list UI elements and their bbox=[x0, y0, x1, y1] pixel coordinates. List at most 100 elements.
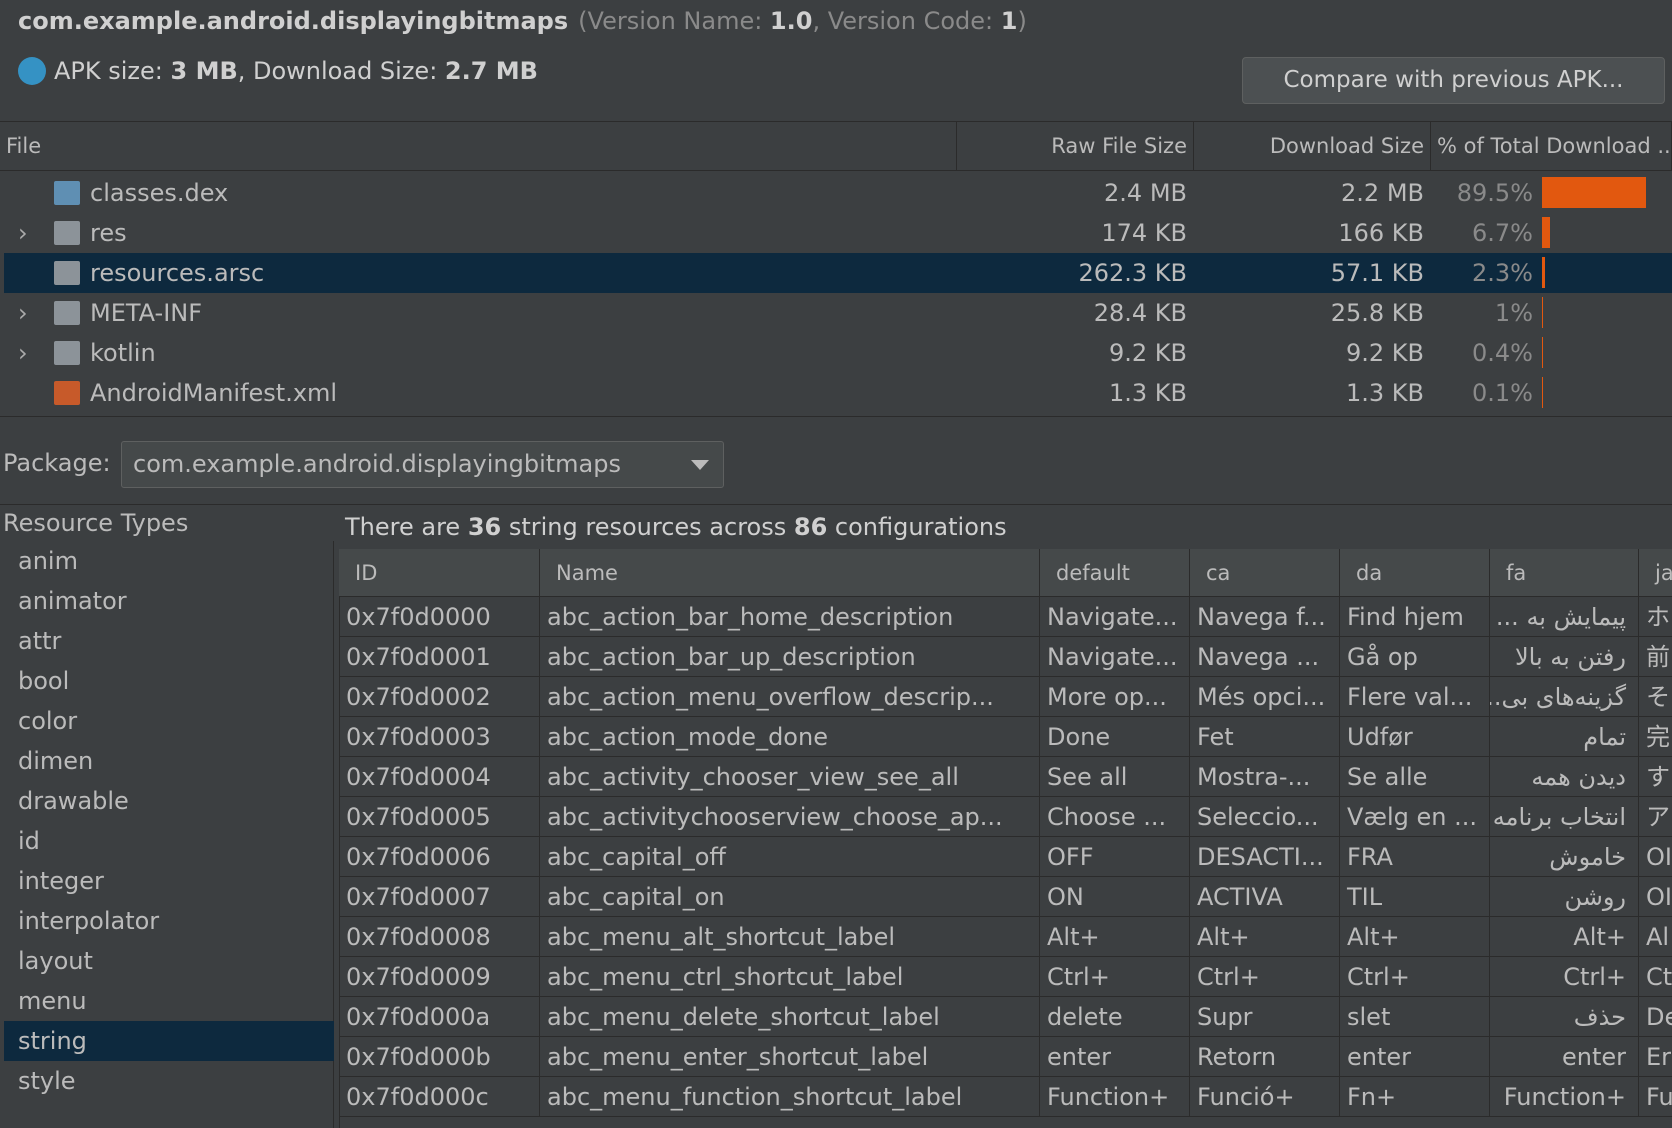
resource-type[interactable]: color bbox=[18, 707, 78, 735]
compare-button[interactable]: Compare with previous APK... bbox=[1242, 57, 1665, 104]
column-header: ca bbox=[1190, 549, 1340, 597]
row-line bbox=[339, 836, 1672, 837]
package-dropdown[interactable]: com.example.android.displayingbitmaps bbox=[121, 441, 724, 488]
cell: More op... bbox=[1040, 677, 1190, 717]
file-name: META-INF bbox=[90, 299, 203, 327]
resource-type[interactable]: id bbox=[18, 827, 40, 855]
cell: Alt+ bbox=[1490, 917, 1639, 957]
column-header: ja bbox=[1639, 549, 1672, 597]
divider bbox=[0, 504, 1672, 505]
package-label: Package: bbox=[3, 449, 111, 477]
cell: Flere val... bbox=[1340, 677, 1490, 717]
cell: enter bbox=[1490, 1037, 1639, 1077]
cell: abc_menu_ctrl_shortcut_label bbox=[540, 957, 1040, 997]
cell: Function+ bbox=[1040, 1077, 1190, 1117]
cell: خاموش bbox=[1490, 837, 1639, 877]
resource-type[interactable]: anim bbox=[18, 547, 78, 575]
row-line bbox=[339, 1036, 1672, 1037]
row-line bbox=[339, 1076, 1672, 1077]
row-line bbox=[339, 796, 1672, 797]
expand-arrow: › bbox=[18, 339, 28, 367]
cell: Ct bbox=[1639, 957, 1672, 997]
cell: 0x7f0d0004 bbox=[339, 757, 540, 797]
cell: گزینه‌های بی... bbox=[1490, 677, 1639, 717]
cell: Er bbox=[1639, 1037, 1672, 1077]
resource-type[interactable]: bool bbox=[18, 667, 70, 695]
raw-size: 2.4 MB bbox=[1104, 179, 1187, 207]
download-size: 57.1 KB bbox=[1330, 259, 1424, 287]
cell: Se alle bbox=[1340, 757, 1490, 797]
download-size: 2.2 MB bbox=[1341, 179, 1424, 207]
cell: す bbox=[1639, 757, 1672, 797]
file-icon bbox=[54, 381, 80, 405]
cell: Done bbox=[1040, 717, 1190, 757]
cell: Retorn bbox=[1190, 1037, 1340, 1077]
file-name: kotlin bbox=[90, 339, 156, 367]
text: ) bbox=[1017, 7, 1027, 35]
selection-highlight bbox=[4, 1021, 334, 1061]
expand-arrow: › bbox=[18, 219, 28, 247]
cell: delete bbox=[1040, 997, 1190, 1037]
bold-text: 36 bbox=[467, 513, 502, 541]
resource-type[interactable]: drawable bbox=[18, 787, 129, 815]
file-row[interactable] bbox=[4, 253, 1672, 293]
cell: abc_action_bar_home_description bbox=[540, 597, 1040, 637]
cell: See all bbox=[1040, 757, 1190, 797]
resource-type[interactable]: dimen bbox=[18, 747, 94, 775]
cell: De bbox=[1639, 997, 1672, 1037]
cell: 0x7f0d0000 bbox=[339, 597, 540, 637]
raw-size: 28.4 KB bbox=[1093, 299, 1187, 327]
resource-type[interactable]: attr bbox=[18, 627, 62, 655]
column-header: Raw File Size bbox=[957, 122, 1194, 171]
cell: Al bbox=[1639, 917, 1672, 957]
row-line bbox=[339, 996, 1672, 997]
file-name: AndroidManifest.xml bbox=[90, 379, 338, 407]
resource-type[interactable]: layout bbox=[18, 947, 93, 975]
resource-type[interactable]: string bbox=[18, 1027, 87, 1055]
text: There are bbox=[345, 513, 468, 541]
raw-size: 9.2 KB bbox=[1109, 339, 1187, 367]
apk-info: APK size: 3 MB, Download Size: 2.7 MB bbox=[54, 51, 538, 91]
cell: Ctrl+ bbox=[1040, 957, 1190, 997]
file-icon bbox=[54, 221, 80, 245]
column-header: % of Total Download ... bbox=[1431, 122, 1672, 171]
package-name: com.example.android.displayingbitmaps bbox=[18, 7, 569, 35]
percent-label: 0.4% bbox=[1472, 339, 1533, 367]
info-icon bbox=[18, 57, 46, 85]
column-header: Name bbox=[540, 549, 1040, 597]
cell: 0x7f0d000a bbox=[339, 997, 540, 1037]
percent-label: 1% bbox=[1494, 299, 1533, 327]
cell: Ctrl+ bbox=[1490, 957, 1639, 997]
cell: 完 bbox=[1639, 717, 1672, 757]
cell: Gå op bbox=[1340, 637, 1490, 677]
cell: پیمایش به ... bbox=[1490, 597, 1639, 637]
resource-type[interactable]: animator bbox=[18, 587, 127, 615]
cell: Fu bbox=[1639, 1077, 1672, 1117]
cell: abc_action_bar_up_description bbox=[540, 637, 1040, 677]
cell: Ctrl+ bbox=[1340, 957, 1490, 997]
cell: Navega f... bbox=[1190, 597, 1340, 637]
file-name: resources.arsc bbox=[90, 259, 265, 287]
cell: Més opci... bbox=[1190, 677, 1340, 717]
cell: enter bbox=[1340, 1037, 1490, 1077]
resource-type[interactable]: style bbox=[18, 1067, 76, 1095]
dropdown-arrow bbox=[691, 460, 709, 470]
cell: Function+ bbox=[1490, 1077, 1639, 1117]
resource-type[interactable]: interpolator bbox=[18, 907, 160, 935]
column-header: fa bbox=[1490, 549, 1639, 597]
cell: abc_activitychooserview_choose_ap... bbox=[540, 797, 1040, 837]
resource-type[interactable]: menu bbox=[18, 987, 87, 1015]
cell: 0x7f0d0003 bbox=[339, 717, 540, 757]
row-line bbox=[339, 916, 1672, 917]
cell: Fn+ bbox=[1340, 1077, 1490, 1117]
cell: 0x7f0d0008 bbox=[339, 917, 540, 957]
cell: رفتن به بالا bbox=[1490, 637, 1639, 677]
row-line bbox=[339, 676, 1672, 677]
version: (Version Name: 1.0, Version Code: 1) bbox=[578, 7, 1027, 35]
cell: انتخاب برنامه bbox=[1490, 797, 1639, 837]
cell: abc_capital_off bbox=[540, 837, 1040, 877]
cell: Seleccio... bbox=[1190, 797, 1340, 837]
cell: Funció+ bbox=[1190, 1077, 1340, 1117]
resource-type[interactable]: integer bbox=[18, 867, 104, 895]
